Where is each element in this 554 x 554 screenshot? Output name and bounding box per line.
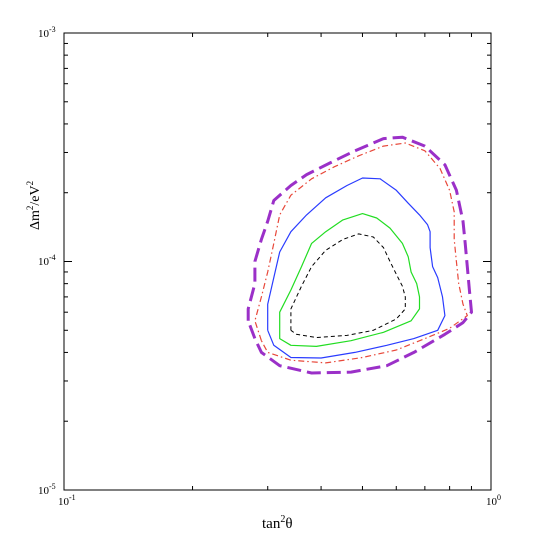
y-axis-label: Δm2/eV2 [25, 181, 43, 230]
y-tick-label-1: 10-4 [38, 253, 56, 268]
contour-line-1 [254, 142, 468, 364]
y-tick-label-0: 10-5 [38, 482, 56, 497]
x-tick-label-0: 10-1 [58, 493, 76, 508]
contour-line-2 [267, 177, 446, 359]
y-tick-label-2: 10-3 [38, 25, 56, 40]
contour-line-0 [246, 135, 473, 375]
x-axis-label: tan2θ [262, 514, 293, 532]
contour-line-3 [279, 213, 421, 347]
minor-ticks [63, 32, 492, 491]
x-tick-label-1: 100 [486, 493, 501, 508]
contour-line-4 [290, 233, 406, 338]
contour-lines [246, 135, 473, 375]
